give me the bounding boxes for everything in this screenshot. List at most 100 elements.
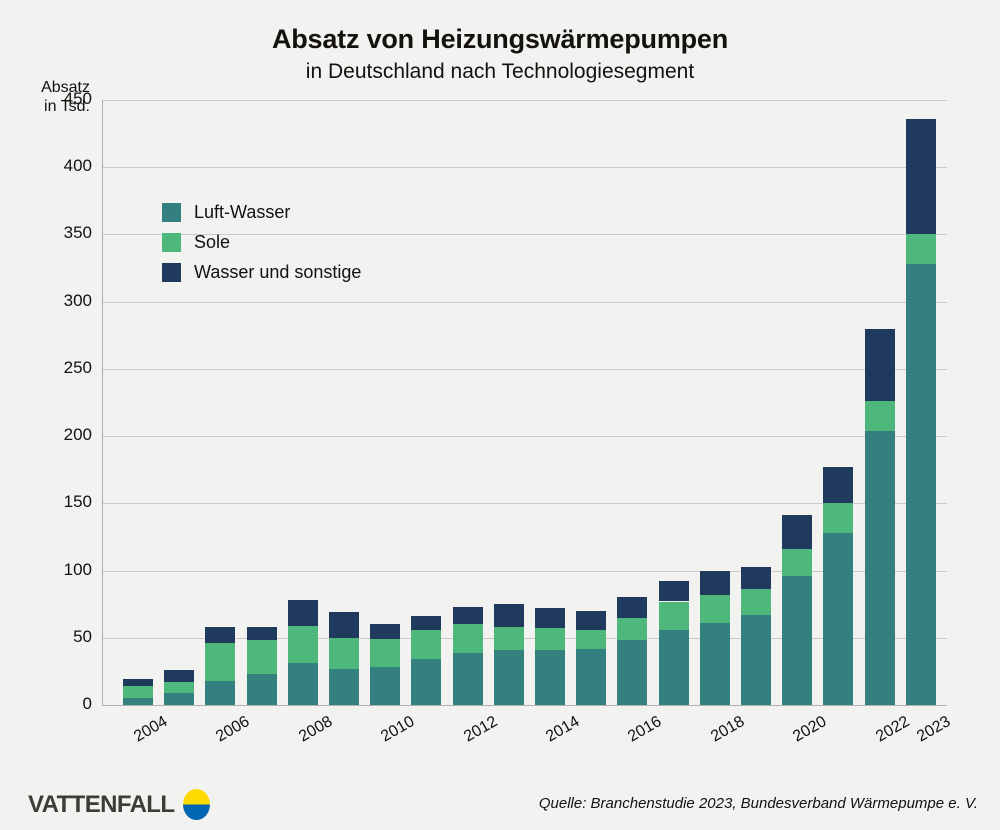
bar-segment-2010-2[interactable]	[370, 624, 401, 640]
bar-2006[interactable]	[205, 627, 236, 705]
y-tick-label-450: 450	[63, 89, 92, 108]
bar-segment-2005-1[interactable]	[164, 682, 195, 693]
bar-2012[interactable]	[452, 606, 483, 705]
bar-segment-2008-0[interactable]	[287, 663, 318, 705]
gridline-100	[102, 570, 947, 572]
bar-2004[interactable]	[123, 679, 153, 705]
bar-segment-2023-0[interactable]	[905, 264, 936, 705]
bar-segment-2009-1[interactable]	[329, 637, 359, 669]
bar-segment-2020-2[interactable]	[782, 515, 813, 550]
brand-wordmark: VATTENFALL	[28, 790, 175, 818]
bar-segment-2012-1[interactable]	[452, 624, 483, 653]
source-note: Quelle: Branchenstudie 2023, Bundesverba…	[538, 795, 978, 812]
bar-segment-2009-0[interactable]	[329, 668, 359, 705]
bar-segment-2010-0[interactable]	[370, 667, 401, 705]
bar-2013[interactable]	[493, 604, 524, 705]
bar-segment-2022-2[interactable]	[864, 328, 895, 402]
bar-segment-2015-2[interactable]	[576, 610, 607, 630]
bar-segment-2006-2[interactable]	[205, 627, 236, 644]
legend-item-1[interactable]: Sole	[162, 227, 361, 257]
y-axis-label-line-2: in Tsd.	[44, 98, 90, 115]
bar-2020[interactable]	[782, 515, 813, 705]
bar-segment-2004-2[interactable]	[123, 679, 153, 687]
bar-segment-2023-2[interactable]	[905, 118, 936, 235]
bar-segment-2012-2[interactable]	[452, 606, 483, 625]
bar-2009[interactable]	[329, 612, 359, 705]
bar-segment-2017-1[interactable]	[658, 601, 689, 630]
bar-segment-2008-2[interactable]	[287, 600, 318, 626]
bar-segment-2021-1[interactable]	[823, 503, 854, 533]
bar-segment-2018-1[interactable]	[699, 594, 730, 623]
bar-2008[interactable]	[287, 600, 318, 705]
bar-2007[interactable]	[246, 627, 277, 705]
vattenfall-seal-icon	[183, 789, 211, 820]
bar-segment-2019-0[interactable]	[741, 614, 771, 705]
bar-segment-2016-2[interactable]	[617, 597, 648, 618]
bar-segment-2011-0[interactable]	[411, 659, 442, 705]
bar-2015[interactable]	[576, 610, 607, 705]
bar-segment-2007-1[interactable]	[246, 640, 277, 675]
bar-segment-2022-0[interactable]	[864, 430, 895, 705]
bar-segment-2006-0[interactable]	[205, 680, 236, 705]
bar-segment-2013-1[interactable]	[493, 627, 524, 650]
bar-segment-2010-1[interactable]	[370, 639, 401, 668]
bar-segment-2011-1[interactable]	[411, 629, 442, 660]
y-tick-label-250: 250	[63, 357, 92, 377]
bar-2016[interactable]	[617, 597, 648, 705]
bar-segment-2012-0[interactable]	[452, 652, 483, 705]
bar-2005[interactable]	[164, 670, 195, 705]
bar-segment-2011-2[interactable]	[411, 616, 442, 630]
bar-segment-2009-2[interactable]	[329, 612, 359, 638]
bar-segment-2008-1[interactable]	[287, 625, 318, 664]
bar-segment-2014-2[interactable]	[535, 608, 565, 629]
bar-2010[interactable]	[370, 624, 401, 705]
bar-2011[interactable]	[411, 616, 442, 705]
gridline-50	[102, 637, 947, 639]
bar-segment-2020-1[interactable]	[782, 549, 813, 576]
bar-segment-2018-2[interactable]	[699, 570, 730, 595]
bar-segment-2017-2[interactable]	[658, 581, 689, 602]
bar-segment-2005-2[interactable]	[164, 670, 195, 683]
chart-title: Absatz von Heizungswärmepumpen	[271, 24, 729, 54]
bar-segment-2013-0[interactable]	[493, 649, 524, 705]
y-tick-label-300: 300	[63, 290, 92, 310]
bar-segment-2013-2[interactable]	[493, 604, 524, 628]
gridline-0	[102, 705, 947, 706]
bar-2019[interactable]	[741, 566, 771, 705]
bar-segment-2019-2[interactable]	[741, 566, 771, 590]
bar-segment-2014-0[interactable]	[535, 649, 565, 705]
bar-segment-2004-0[interactable]	[123, 698, 153, 705]
bar-2014[interactable]	[535, 608, 565, 705]
gridline-200	[102, 436, 947, 438]
y-axis-line	[102, 100, 103, 705]
bar-segment-2022-1[interactable]	[864, 401, 895, 431]
bar-segment-2004-1[interactable]	[123, 686, 153, 699]
bar-2017[interactable]	[658, 581, 689, 705]
legend-item-0[interactable]: Luft-Wasser	[162, 197, 361, 227]
bar-segment-2007-0[interactable]	[246, 674, 277, 705]
bar-segment-2021-2[interactable]	[823, 467, 854, 504]
bar-segment-2017-0[interactable]	[658, 629, 689, 705]
bar-segment-2006-1[interactable]	[205, 643, 236, 681]
bar-segment-2020-0[interactable]	[782, 575, 813, 705]
legend-item-2[interactable]: Wasser und sonstige	[162, 257, 361, 287]
bar-2023[interactable]	[905, 118, 936, 705]
bar-segment-2016-0[interactable]	[617, 640, 648, 705]
bar-segment-2014-1[interactable]	[535, 628, 565, 650]
bar-2018[interactable]	[699, 570, 730, 705]
bar-segment-2015-1[interactable]	[576, 629, 607, 649]
bar-segment-2015-0[interactable]	[576, 648, 607, 705]
bar-segment-2018-0[interactable]	[699, 623, 730, 705]
bar-segment-2016-1[interactable]	[617, 617, 648, 641]
legend-swatch-icon-0	[162, 202, 181, 222]
bar-segment-2007-2[interactable]	[246, 627, 277, 641]
bar-segment-2023-1[interactable]	[905, 234, 936, 265]
y-axis-label: Absatz in Tsd.	[18, 78, 90, 116]
gridline-350	[102, 234, 947, 236]
bar-segment-2005-0[interactable]	[164, 692, 195, 705]
bar-2021[interactable]	[823, 467, 854, 705]
bar-segment-2021-0[interactable]	[823, 532, 854, 705]
bar-segment-2019-1[interactable]	[741, 589, 771, 615]
bar-2022[interactable]	[864, 328, 895, 705]
